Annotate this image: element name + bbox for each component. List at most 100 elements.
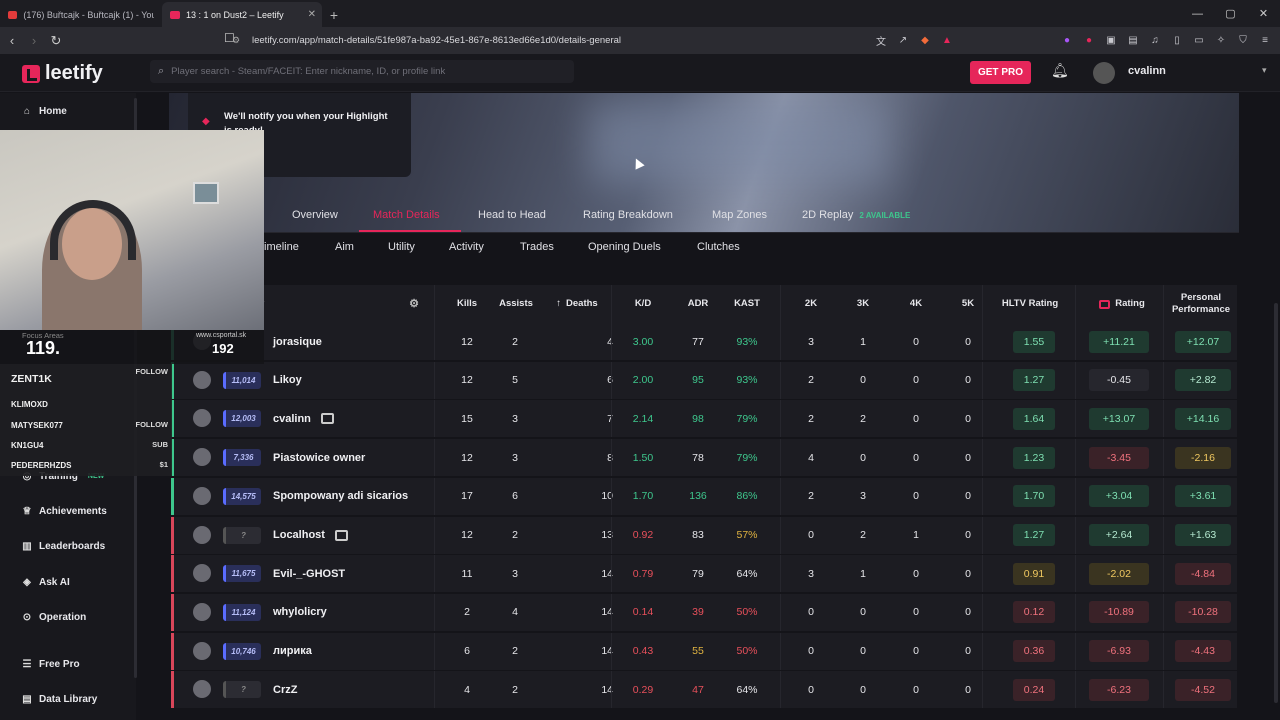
vpn-icon[interactable]: ⛉	[1239, 35, 1247, 46]
minimize-icon[interactable]: —	[1192, 7, 1203, 20]
col-deaths[interactable]: ↑ Deaths	[549, 285, 605, 323]
browser-tab-youtube[interactable]: (176) Buřtcajk - Buřtcajk (1) - YouTub	[0, 2, 162, 27]
translate-icon[interactable]: 文	[876, 37, 886, 48]
sidebar-item-home[interactable]: ⌂ Home	[21, 106, 67, 117]
player-name[interactable]: CrzZ	[273, 671, 297, 708]
player-avatar[interactable]	[193, 448, 211, 467]
col-kills[interactable]: Kills	[456, 298, 478, 309]
url-field[interactable]: ⚙ leetify.com/app/match-details/51fe987a…	[222, 31, 966, 50]
player-name[interactable]: Spompowany adi sicarios	[273, 478, 408, 515]
sidebar-item-data-library[interactable]: ▤ Data Library	[21, 694, 97, 705]
settings-gear-icon[interactable]: ⚙	[409, 298, 419, 310]
col-assists[interactable]: Assists	[499, 298, 533, 309]
col-adr[interactable]: ADR	[687, 298, 709, 309]
table-row[interactable]: 11,124 whylolicry 2 4 14 0.14 39 50% 0 0 0 0 0.12 -10…	[171, 593, 1237, 631]
extension-icon[interactable]: ▣	[1106, 35, 1116, 46]
player-avatar[interactable]	[193, 370, 211, 389]
table-row[interactable]: 12,003 cvalinn 15 3 7 2.14 98 79% 2 2 0 0 1.64 +13.07…	[171, 400, 1237, 438]
player-avatar[interactable]	[193, 564, 211, 583]
back-icon[interactable]: ‹	[9, 33, 15, 48]
col-kd[interactable]: K/D	[634, 298, 652, 309]
col-personal-performance[interactable]: Personal Performance	[1171, 292, 1231, 315]
col-hltv-rating[interactable]: HLTV Rating	[1001, 298, 1059, 309]
player-search-input[interactable]: ⌕ Player search - Steam/FACEIT: Enter ni…	[150, 60, 574, 83]
player-name[interactable]: jorasique	[273, 323, 322, 360]
table-row[interactable]: ? Localhost 12 2 13 0.92 83 57% 0 2 1 0 1.27 +2.64 +1.…	[171, 516, 1237, 554]
tab-rating-breakdown[interactable]: Rating Breakdown	[583, 209, 673, 221]
table-row[interactable]: 7,336 Piastowice owner 12 3 8 1.50 78 79% 4 0 0 0 1.…	[171, 439, 1237, 477]
alert-action: $1	[159, 460, 168, 469]
site-info-icon[interactable]: ⚙	[232, 35, 241, 45]
col-2k[interactable]: 2K	[804, 298, 818, 309]
player-avatar[interactable]	[193, 486, 211, 505]
sidebar-item-training[interactable]: ◎ Training NEW	[21, 471, 105, 482]
player-avatar[interactable]	[193, 602, 211, 621]
subtab-clutches[interactable]: Clutches	[697, 241, 740, 253]
media-icon[interactable]: ♫	[1151, 35, 1159, 46]
sidebar-item-achievements[interactable]: ♕ Achievements	[21, 506, 107, 517]
bookmark-icon[interactable]: ☐	[224, 31, 235, 45]
close-window-icon[interactable]: ✕	[1258, 8, 1269, 20]
subtab-opening-duels[interactable]: Opening Duels	[588, 241, 661, 253]
brave-shield-icon[interactable]: ◆	[921, 35, 929, 46]
avatar[interactable]	[1093, 62, 1115, 84]
table-row[interactable]: 11,014 Likoy 12 5 6 2.00 95 93% 2 0 0 0 1.27 -0.45 +2.…	[171, 361, 1237, 399]
extension-icon[interactable]: ●	[1085, 35, 1093, 46]
player-name[interactable]: Piastowice owner	[273, 439, 365, 476]
col-5k[interactable]: 5K	[961, 298, 975, 309]
tab-head-to-head[interactable]: Head to Head	[478, 209, 546, 221]
player-avatar[interactable]	[193, 409, 211, 428]
extension-icon[interactable]: ▤	[1128, 35, 1138, 46]
col-rating[interactable]: Rating	[1087, 285, 1157, 323]
player-name[interactable]: cvalinn	[273, 400, 334, 437]
tab-2d-replay[interactable]: 2D Replay 2 AVAILABLE	[802, 209, 910, 221]
maximize-icon[interactable]: ▢	[1225, 8, 1236, 20]
sidebar-item-ask-ai[interactable]: ◈ Ask AI	[21, 577, 70, 588]
browser-tab-leetify[interactable]: 13 : 1 on Dust2 – Leetify ✕	[162, 2, 322, 27]
wallet-icon[interactable]: ▭	[1194, 35, 1204, 46]
tab-overview[interactable]: Overview	[292, 209, 338, 221]
tab-map-zones[interactable]: Map Zones	[712, 209, 768, 221]
player-avatar[interactable]	[193, 680, 211, 699]
share-icon[interactable]: ↗	[898, 35, 908, 46]
table-row[interactable]: 10,746 лирика 6 2 14 0.43 55 50% 0 0 0 0 0.36 -6.93 -4…	[171, 632, 1237, 670]
table-row[interactable]: jorasique 12 2 4 3.00 77 93% 3 1 0 0 1.55 +11.21 +12.…	[171, 323, 1237, 360]
forward-icon[interactable]: ›	[31, 33, 37, 48]
table-row[interactable]: 14,575 Spompowany adi sicarios 17 6 10 1.70 13…	[171, 477, 1237, 515]
col-3k[interactable]: 3K	[856, 298, 870, 309]
extensions-icon[interactable]: ✧	[1216, 35, 1226, 46]
new-tab-button[interactable]: +	[329, 6, 339, 23]
menu-icon[interactable]: ≡	[1262, 35, 1268, 46]
sidebar-toggle-icon[interactable]: ▯	[1174, 35, 1180, 46]
subtab-trades[interactable]: Trades	[520, 241, 554, 253]
player-name[interactable]: лирика	[273, 633, 312, 670]
player-name[interactable]: Localhost	[273, 517, 348, 554]
get-pro-button[interactable]: GET PRO	[970, 61, 1031, 84]
subtab-timeline[interactable]: imeline	[264, 241, 299, 253]
brave-rewards-icon[interactable]: ▲	[942, 35, 952, 46]
sidebar-item-leaderboards[interactable]: ▥ Leaderboards	[21, 541, 105, 552]
username[interactable]: cvalinn	[1128, 65, 1166, 77]
table-row[interactable]: 11,675 Evil-_-GHOST 11 3 14 0.79 79 64% 3 1 0 0 0.91…	[171, 555, 1237, 593]
player-name[interactable]: whylolicry	[273, 594, 327, 631]
player-avatar[interactable]	[193, 525, 211, 544]
subtab-aim[interactable]: Aim	[335, 241, 354, 253]
tab-match-details[interactable]: Match Details	[373, 209, 440, 221]
sidebar-item-operation[interactable]: ⊙ Operation	[21, 612, 86, 623]
notifications-bell-icon[interactable]: 🔔︎	[1051, 62, 1069, 78]
player-name[interactable]: Evil-_-GHOST	[273, 555, 345, 592]
player-name[interactable]: Likoy	[273, 362, 302, 399]
main-scrollbar[interactable]	[1274, 303, 1278, 703]
chevron-down-icon[interactable]: ▾	[1262, 65, 1267, 75]
leetify-logo[interactable]: leetify	[22, 62, 103, 85]
close-tab-icon[interactable]: ✕	[307, 9, 316, 20]
subtab-utility[interactable]: Utility	[388, 241, 415, 253]
col-4k[interactable]: 4K	[909, 298, 923, 309]
col-kast[interactable]: KAST	[734, 298, 760, 309]
reload-icon[interactable]: ↻	[50, 32, 62, 48]
extension-icon[interactable]: ●	[1063, 35, 1071, 46]
sidebar-item-free-pro[interactable]: ☰ Free Pro	[21, 659, 80, 670]
table-row[interactable]: ? CrzZ 4 2 14 0.29 47 64% 0 0 0 0 0.24 -6.23 -4.52	[171, 671, 1237, 709]
subtab-activity[interactable]: Activity	[449, 241, 484, 253]
player-avatar[interactable]	[193, 641, 211, 660]
